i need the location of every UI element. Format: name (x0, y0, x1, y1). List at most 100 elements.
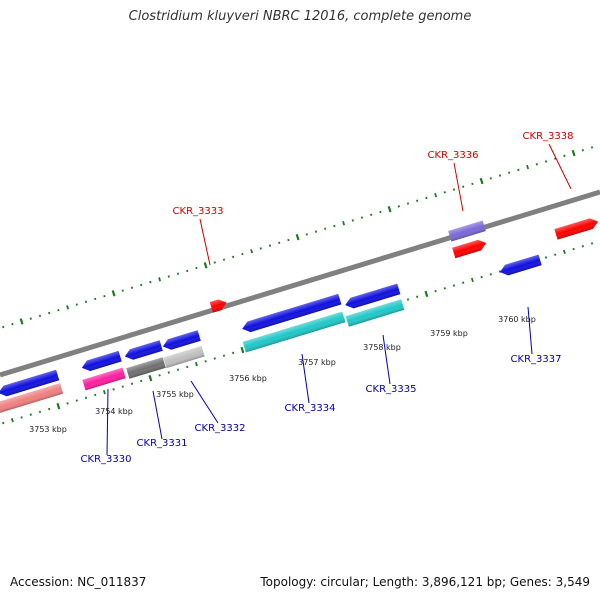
tick-mark (416, 199, 419, 202)
kbp-label: 3753 kbp (29, 425, 67, 434)
tick-mark (11, 322, 14, 326)
tick-mark (425, 196, 428, 200)
tick-mark (222, 354, 226, 357)
tick-mark (324, 227, 327, 231)
leader-line (301, 353, 310, 404)
gene-arrow-reverse (242, 293, 342, 333)
tick-mark (140, 379, 143, 383)
tick-mark (48, 407, 51, 411)
tick-mark (480, 275, 483, 279)
tick-mark (203, 262, 208, 269)
tick-mark (232, 351, 235, 355)
leader-line (382, 334, 391, 385)
tick-mark (581, 149, 584, 152)
tick-mark (379, 210, 382, 214)
tick-mark (38, 314, 42, 318)
tick-mark (112, 388, 115, 391)
tick-mark (424, 290, 429, 298)
tick-mark (75, 399, 78, 402)
tick-mark (287, 238, 290, 242)
tick-mark (535, 163, 538, 166)
gene-label: CKR_3333 (173, 206, 224, 217)
tick-mark (19, 318, 24, 325)
tick-mark (10, 418, 14, 423)
gene-labels: CKR_3330 CKR_3331 CKR_3332 CKR_3333 CKR_… (81, 131, 574, 465)
tick-mark (75, 303, 78, 306)
leader-line (152, 390, 163, 440)
tick-mark (470, 277, 474, 283)
gene-arrow-forward (452, 239, 487, 259)
tick-mark (305, 233, 308, 236)
tick-mark (167, 371, 170, 374)
leader-line (548, 143, 572, 190)
tick-mark (94, 393, 97, 397)
tick-mark (517, 168, 520, 172)
tick-mark (66, 305, 70, 310)
kbp-label: 3755 kbp (156, 390, 194, 399)
tick-mark (397, 205, 400, 208)
tick-mark (2, 421, 5, 425)
tick-mark (194, 361, 198, 367)
tick-mark (56, 402, 61, 410)
gene-label: CKR_3335 (366, 384, 417, 395)
tick-mark (443, 191, 446, 194)
tick-mark (186, 269, 189, 273)
tick-mark (471, 182, 474, 186)
tick-mark (176, 368, 180, 371)
tick-mark (554, 157, 557, 160)
kbp-label: 3758 kbp (363, 343, 401, 352)
tick-mark (526, 164, 530, 170)
tick-mark (406, 202, 410, 205)
gene-arrow-reverse (0, 369, 60, 397)
tick-mark (111, 290, 116, 297)
accession-text: Accession: NC_011837 (10, 575, 147, 589)
tick-mark (241, 252, 244, 256)
gene-label: CKR_3334 (285, 403, 336, 414)
leader-line (106, 388, 109, 456)
leader-line (199, 218, 211, 266)
kbp-label: 3757 kbp (298, 358, 336, 367)
tick-mark (572, 247, 575, 251)
genome-summary-text: Topology: circular; Length: 3,896,121 bp… (260, 575, 590, 589)
gene-arrow-reverse (345, 283, 401, 309)
kbp-label: 3756 kbp (229, 374, 267, 383)
label-leader-lines (106, 143, 572, 456)
tick-mark (416, 295, 419, 298)
tick-mark (222, 258, 226, 261)
tick-mark (176, 272, 180, 275)
gene-block-magenta (82, 367, 126, 391)
kbp-label: 3759 kbp (430, 329, 468, 338)
tick-mark (186, 365, 189, 369)
tick-mark (387, 205, 392, 213)
tick-mark (434, 192, 438, 198)
kbp-label: 3754 kbp (95, 407, 133, 416)
tick-mark (213, 357, 216, 360)
gene-block-grey (126, 357, 166, 379)
gene-label: CKR_3338 (523, 131, 574, 142)
tick-mark (268, 244, 272, 247)
tick-mark (167, 275, 170, 278)
tick-mark (351, 219, 354, 222)
leader-line (190, 380, 219, 424)
tick-mark (121, 289, 124, 292)
map-title: Clostridium kluyveri NBRC 12016, complet… (128, 9, 472, 24)
tick-mark (20, 416, 23, 419)
tick-mark (130, 286, 134, 289)
tick-mark (213, 261, 216, 264)
gene-arrow-reverse (124, 340, 163, 360)
tick-mark (443, 287, 446, 290)
tick-mark (158, 277, 162, 282)
gene-arrow-reverse (81, 350, 122, 372)
tick-mark (571, 149, 576, 157)
tick-mark (278, 241, 281, 245)
feature-track (0, 218, 599, 413)
tick-mark (342, 221, 346, 226)
gene-block-cyan (345, 299, 405, 327)
tick-mark (38, 410, 42, 414)
tick-mark (462, 281, 465, 284)
gene-arrow-reverse (499, 254, 542, 276)
tick-mark (195, 266, 198, 270)
tick-mark (314, 230, 318, 233)
leader-line (453, 162, 464, 212)
